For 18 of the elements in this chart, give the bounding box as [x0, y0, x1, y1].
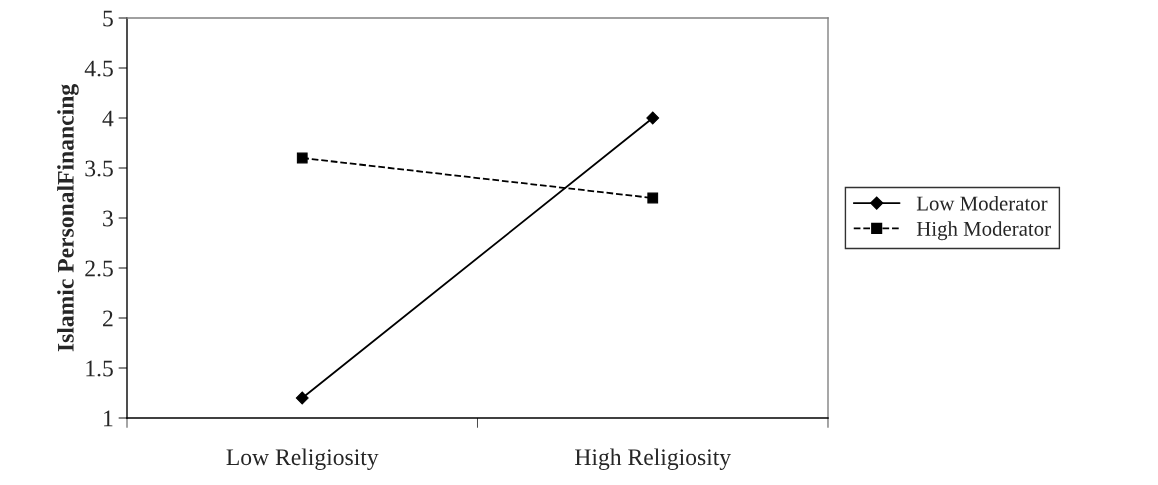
point — [647, 192, 659, 204]
y-tick-label: 1 — [104, 410, 113, 427]
y-tick-label: 4.5 — [84, 60, 113, 77]
y-tick-label: 2.5 — [85, 260, 113, 277]
y-tick-label: 2 — [103, 310, 113, 327]
point — [646, 111, 660, 125]
legend-label: High Moderator — [916, 221, 1051, 241]
y-tick-label: 1.5 — [86, 360, 113, 377]
legend-label: Low Moderator — [916, 195, 1048, 211]
point — [296, 152, 308, 164]
y-tick-label: 3 — [103, 210, 113, 227]
y-tick-label: 4 — [102, 110, 114, 127]
y-tick-label: 3.5 — [85, 160, 113, 177]
point — [295, 391, 309, 405]
x-tick-label: High Religiosity — [575, 448, 732, 471]
x-tick-label: Low Religiosity — [226, 448, 379, 471]
y-axis-title: Islamic PersonalFinancing — [57, 84, 79, 352]
y-tick-label: 5 — [103, 10, 113, 27]
